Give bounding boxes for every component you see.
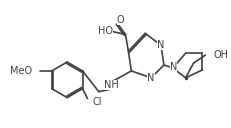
Text: Cl: Cl — [92, 97, 102, 106]
Text: O: O — [117, 15, 124, 25]
Text: N: N — [170, 62, 177, 72]
Text: NH: NH — [104, 80, 119, 90]
Text: N: N — [147, 73, 155, 83]
Text: N: N — [157, 40, 165, 50]
Text: HO: HO — [98, 26, 113, 36]
Text: MeO: MeO — [10, 66, 32, 76]
Text: OH: OH — [213, 50, 228, 60]
